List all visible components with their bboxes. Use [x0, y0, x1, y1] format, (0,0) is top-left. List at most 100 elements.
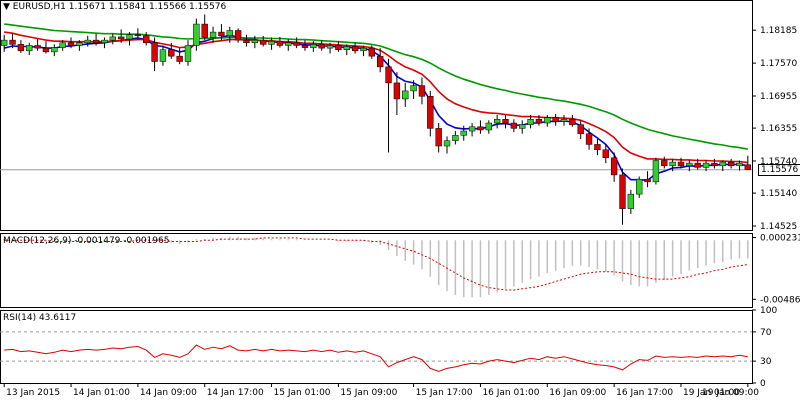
candle-bull — [460, 130, 467, 136]
candle-bull — [126, 34, 133, 40]
candle-bear — [644, 178, 651, 183]
candle-bull — [51, 47, 58, 53]
candle-bear — [610, 157, 618, 176]
rsi-panel — [0, 331, 752, 372]
candle-bull — [193, 23, 200, 46]
candle-bull — [226, 30, 233, 37]
x-tick-label: 14 Jan 01:00 — [73, 388, 130, 398]
candle-bull — [268, 40, 275, 45]
candle-bull — [402, 90, 409, 100]
candle-bull — [493, 119, 501, 124]
macd-signal-line — [4, 237, 748, 291]
x-tick-label: 14 Jan 17:00 — [207, 388, 264, 398]
candle-bear — [176, 55, 183, 62]
moving-average-3 — [4, 23, 748, 150]
macd-y-tick-label: -0.004863 — [760, 295, 800, 305]
candle-bear — [661, 160, 668, 167]
candle-bull — [702, 162, 710, 168]
candle-bull — [452, 135, 459, 141]
candle-bull — [686, 162, 693, 167]
rsi-y-tick-label: 0 — [760, 379, 766, 389]
x-tick-label: 16 Jan 09:00 — [549, 388, 606, 398]
candle-bear — [92, 39, 100, 44]
candle-bear — [502, 119, 509, 124]
candle-bull — [468, 126, 476, 132]
x-tick-label: 15 Jan 09:00 — [340, 388, 397, 398]
x-tick-label: 14 Jan 09:00 — [140, 388, 197, 398]
candle-bear — [368, 47, 375, 57]
candle-bull — [410, 85, 417, 92]
candle-bull — [159, 49, 167, 62]
candle-bear — [134, 34, 142, 37]
macd-y-tick-label: 0.000231 — [760, 233, 800, 243]
candle-bull — [310, 44, 317, 48]
rsi-y-tick-label: 30 — [760, 357, 772, 367]
candle-bear — [234, 30, 242, 41]
candle-bull — [76, 42, 83, 46]
candle-bear — [585, 133, 593, 145]
candle-bear — [293, 42, 300, 46]
candle-bull — [652, 160, 660, 183]
candle-bear — [117, 36, 125, 40]
macd-panel — [3, 236, 749, 298]
candle-bear — [385, 66, 392, 84]
price-y-tick-label: 1.15140 — [760, 189, 797, 199]
macd-frame — [0, 233, 753, 308]
x-tick-label: 15 Jan 17:00 — [416, 388, 473, 398]
candle-bear — [67, 42, 75, 46]
candle-bear — [602, 149, 609, 159]
x-tick-label: 16 Jan 01:00 — [482, 388, 539, 398]
candle-bear — [477, 126, 484, 131]
candle-bull — [560, 119, 568, 122]
candle-bull — [627, 193, 635, 209]
price-y-tick-label: 1.18185 — [760, 26, 797, 36]
candle-bull — [251, 39, 259, 44]
x-tick-label: 19 Jan 09:00 — [702, 388, 759, 398]
candle-bull — [209, 31, 217, 38]
candle-bull — [184, 45, 192, 62]
candle-bear — [201, 23, 208, 38]
candle-bear — [9, 39, 16, 45]
price-y-tick-label: 1.14525 — [760, 222, 797, 232]
ohlc-label: 1.15671 1.15841 1.15566 1.15576 — [68, 2, 227, 12]
candle-bear — [168, 49, 175, 57]
moving-average-1 — [4, 34, 748, 182]
candle-bear — [744, 164, 751, 170]
x-tick-label: 19 Jan 01:00 — [683, 388, 740, 398]
candle-bear — [260, 39, 267, 45]
price-panel — [0, 14, 752, 225]
moving-average-2 — [4, 31, 748, 164]
candle-bear — [594, 144, 601, 151]
candle-bull — [485, 122, 492, 131]
price-y-tick-label: 1.15740 — [760, 157, 797, 167]
candle-bull — [527, 119, 534, 125]
price-y-tick-label: 1.16355 — [760, 124, 797, 134]
candle-bear — [276, 40, 284, 46]
candle-bear — [318, 44, 325, 49]
candle-bull — [636, 178, 643, 195]
price-y-tick-label: 1.16955 — [760, 92, 797, 102]
candle-bear — [151, 42, 158, 62]
candle-bear — [694, 162, 701, 168]
candle-bear — [218, 31, 225, 37]
candle-bull — [59, 42, 66, 48]
candle-bear — [393, 82, 401, 100]
candle-bull — [443, 140, 451, 147]
candle-bull — [101, 39, 108, 44]
candle-bear — [435, 128, 442, 147]
x-tick-label: 15 Jan 01:00 — [274, 388, 331, 398]
candle-bear — [34, 45, 41, 49]
candle-bull — [343, 46, 350, 50]
symbol-label: EURUSD,H1 — [12, 2, 66, 12]
price-frame — [0, 0, 753, 231]
candle-bear — [727, 161, 735, 167]
candle-bear — [577, 124, 584, 134]
candle-bear — [42, 47, 50, 53]
candle-bull — [519, 124, 526, 129]
candle-bull — [285, 42, 292, 46]
candle-bear — [143, 35, 150, 44]
candle-bull — [544, 117, 551, 124]
candle-bull — [109, 36, 116, 41]
rsi-line — [4, 344, 748, 372]
